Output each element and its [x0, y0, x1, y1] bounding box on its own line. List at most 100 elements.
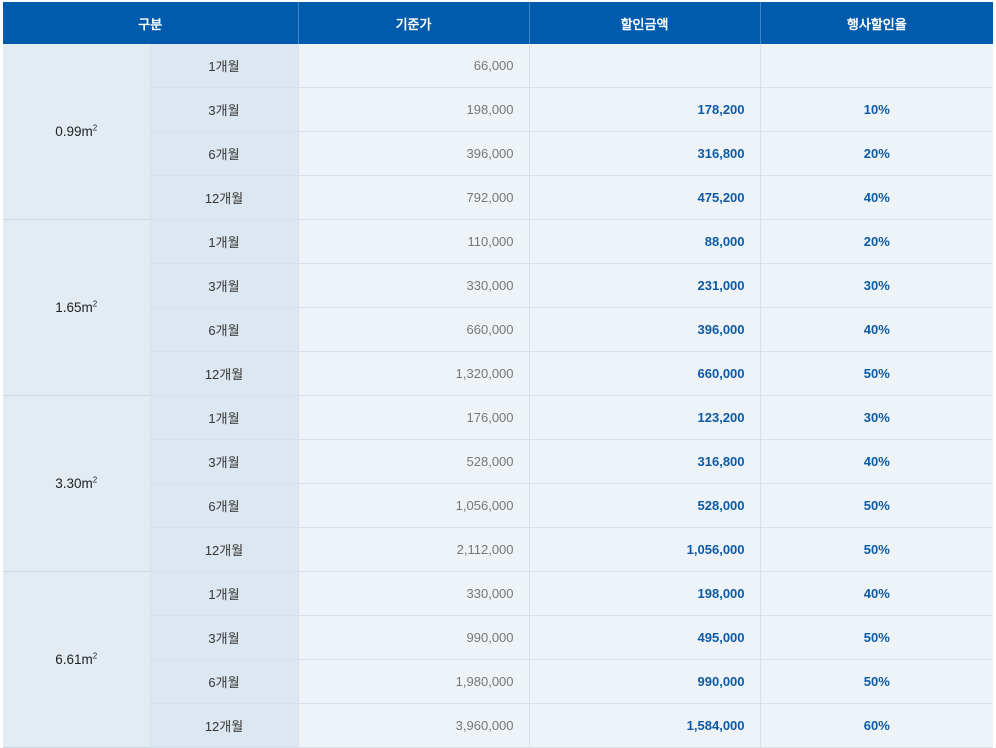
size-cell: 3.30m2 — [3, 395, 151, 572]
period-cell: 12개월 — [150, 527, 299, 572]
base-price-cell: 1,320,000 — [298, 351, 530, 396]
header-row: 구분 기준가 할인금액 행사할인율 — [3, 2, 994, 44]
discount-rate-cell: 50% — [760, 615, 994, 660]
period-cell: 12개월 — [150, 703, 299, 748]
base-price-cell: 990,000 — [298, 615, 530, 660]
base-price-cell: 792,000 — [298, 175, 530, 220]
base-price-cell: 528,000 — [298, 439, 530, 484]
size-unit-superscript: 2 — [92, 475, 98, 485]
discount-rate-cell: 40% — [760, 175, 994, 220]
size-unit-superscript: 2 — [92, 123, 98, 133]
size-value: 3.30m — [55, 476, 93, 491]
discount-rate-cell: 50% — [760, 659, 994, 704]
table-row: 6개월 396,000 316,800 20% — [3, 131, 994, 176]
base-price-cell: 66,000 — [298, 44, 530, 88]
discount-amount-cell: 178,200 — [529, 87, 761, 132]
size-cell: 1.65m2 — [3, 219, 151, 396]
period-cell: 3개월 — [150, 439, 299, 484]
table-body: 0.99m2 1개월 66,000 3개월 198,000 178,200 10… — [3, 44, 994, 748]
period-cell: 6개월 — [150, 131, 299, 176]
period-cell: 6개월 — [150, 483, 299, 528]
period-cell: 1개월 — [150, 44, 299, 88]
header-category: 구분 — [3, 2, 299, 44]
discount-amount-cell: 88,000 — [529, 219, 761, 264]
table-row: 3개월 198,000 178,200 10% — [3, 87, 994, 132]
base-price-cell: 330,000 — [298, 263, 530, 308]
discount-amount-cell: 660,000 — [529, 351, 761, 396]
table-row: 12개월 1,320,000 660,000 50% — [3, 351, 994, 396]
discount-amount-cell: 1,056,000 — [529, 527, 761, 572]
discount-amount-cell: 316,800 — [529, 131, 761, 176]
size-unit-superscript: 2 — [92, 299, 98, 309]
table-row: 6개월 1,980,000 990,000 50% — [3, 659, 994, 704]
table-row: 3.30m2 1개월 176,000 123,200 30% — [3, 395, 994, 572]
period-cell: 3개월 — [150, 615, 299, 660]
size-cell: 0.99m2 — [3, 44, 151, 220]
discount-amount-cell: 990,000 — [529, 659, 761, 704]
discount-rate-cell: 40% — [760, 307, 994, 352]
table-header: 구분 기준가 할인금액 행사할인율 — [3, 2, 994, 44]
base-price-cell: 176,000 — [298, 395, 530, 440]
table-row: 12개월 2,112,000 1,056,000 50% — [3, 527, 994, 572]
base-price-cell: 2,112,000 — [298, 527, 530, 572]
base-price-cell: 660,000 — [298, 307, 530, 352]
discount-amount-cell: 198,000 — [529, 571, 761, 616]
base-price-cell: 1,056,000 — [298, 483, 530, 528]
period-cell: 3개월 — [150, 87, 299, 132]
period-cell: 6개월 — [150, 659, 299, 704]
discount-rate-cell: 50% — [760, 483, 994, 528]
period-cell: 1개월 — [150, 219, 299, 264]
base-price-cell: 396,000 — [298, 131, 530, 176]
discount-rate-cell: 40% — [760, 571, 994, 616]
size-value: 1.65m — [55, 300, 93, 315]
size-value: 0.99m — [55, 124, 93, 139]
base-price-cell: 198,000 — [298, 87, 530, 132]
discount-amount-cell: 1,584,000 — [529, 703, 761, 748]
discount-rate-cell: 30% — [760, 263, 994, 308]
table-row: 1.65m2 1개월 110,000 88,000 20% — [3, 219, 994, 396]
header-discount-rate: 행사할인율 — [760, 2, 994, 44]
table-row: 0.99m2 1개월 66,000 — [3, 44, 994, 220]
base-price-cell: 110,000 — [298, 219, 530, 264]
pricing-table: 구분 기준가 할인금액 행사할인율 0.99m2 1개월 66,000 3개월 … — [3, 2, 994, 748]
table-row: 6.61m2 1개월 330,000 198,000 40% — [3, 571, 994, 748]
base-price-cell: 3,960,000 — [298, 703, 530, 748]
table-row: 6개월 1,056,000 528,000 50% — [3, 483, 994, 528]
discount-amount-cell: 396,000 — [529, 307, 761, 352]
size-cell: 6.61m2 — [3, 571, 151, 748]
discount-rate-cell — [760, 44, 994, 88]
base-price-cell: 1,980,000 — [298, 659, 530, 704]
table-row: 6개월 660,000 396,000 40% — [3, 307, 994, 352]
period-cell: 12개월 — [150, 175, 299, 220]
table-row: 3개월 990,000 495,000 50% — [3, 615, 994, 660]
period-cell: 6개월 — [150, 307, 299, 352]
base-price-cell: 330,000 — [298, 571, 530, 616]
discount-rate-cell: 50% — [760, 351, 994, 396]
discount-rate-cell: 20% — [760, 219, 994, 264]
pricing-table-container: 구분 기준가 할인금액 행사할인율 0.99m2 1개월 66,000 3개월 … — [3, 2, 994, 748]
discount-amount-cell: 316,800 — [529, 439, 761, 484]
discount-amount-cell — [529, 44, 761, 88]
discount-amount-cell: 475,200 — [529, 175, 761, 220]
table-row: 12개월 3,960,000 1,584,000 60% — [3, 703, 994, 748]
period-cell: 12개월 — [150, 351, 299, 396]
table-row: 12개월 792,000 475,200 40% — [3, 175, 994, 220]
size-value: 6.61m — [55, 652, 93, 667]
discount-rate-cell: 40% — [760, 439, 994, 484]
header-base-price: 기준가 — [298, 2, 530, 44]
discount-rate-cell: 60% — [760, 703, 994, 748]
discount-rate-cell: 20% — [760, 131, 994, 176]
period-cell: 1개월 — [150, 395, 299, 440]
discount-amount-cell: 495,000 — [529, 615, 761, 660]
table-row: 3개월 330,000 231,000 30% — [3, 263, 994, 308]
discount-rate-cell: 50% — [760, 527, 994, 572]
discount-rate-cell: 30% — [760, 395, 994, 440]
size-unit-superscript: 2 — [92, 651, 98, 661]
discount-amount-cell: 123,200 — [529, 395, 761, 440]
period-cell: 3개월 — [150, 263, 299, 308]
discount-amount-cell: 528,000 — [529, 483, 761, 528]
table-row: 3개월 528,000 316,800 40% — [3, 439, 994, 484]
period-cell: 1개월 — [150, 571, 299, 616]
discount-rate-cell: 10% — [760, 87, 994, 132]
discount-amount-cell: 231,000 — [529, 263, 761, 308]
